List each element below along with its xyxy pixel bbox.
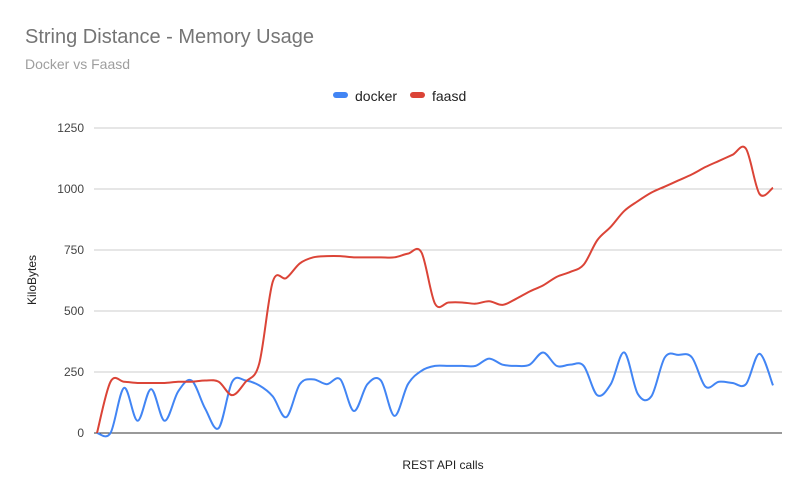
series-lines — [96, 145, 774, 438]
legend-label-docker: docker — [355, 88, 397, 104]
legend: docker faasd — [333, 88, 466, 104]
y-tick-label: 0 — [77, 426, 84, 440]
series-line-docker — [96, 351, 774, 438]
chart-title: String Distance - Memory Usage — [25, 26, 314, 48]
y-axis-title: KiloBytes — [25, 255, 39, 305]
chart-subtitle: Docker vs Faasd — [25, 56, 131, 72]
legend-label-faasd: faasd — [432, 88, 466, 104]
legend-swatch-docker — [333, 92, 348, 98]
series-line-faasd — [96, 145, 774, 434]
y-tick-label: 250 — [64, 365, 84, 379]
y-tick-label: 1000 — [57, 182, 84, 196]
legend-swatch-faasd — [410, 92, 425, 98]
y-tick-label: 500 — [64, 304, 84, 318]
x-axis-title: REST API calls — [402, 458, 483, 472]
y-tick-label: 1250 — [57, 121, 84, 135]
y-tick-label: 750 — [64, 243, 84, 257]
y-axis-ticks: 0 250 500 750 1000 1250 — [57, 121, 84, 440]
gridlines — [94, 127, 782, 373]
